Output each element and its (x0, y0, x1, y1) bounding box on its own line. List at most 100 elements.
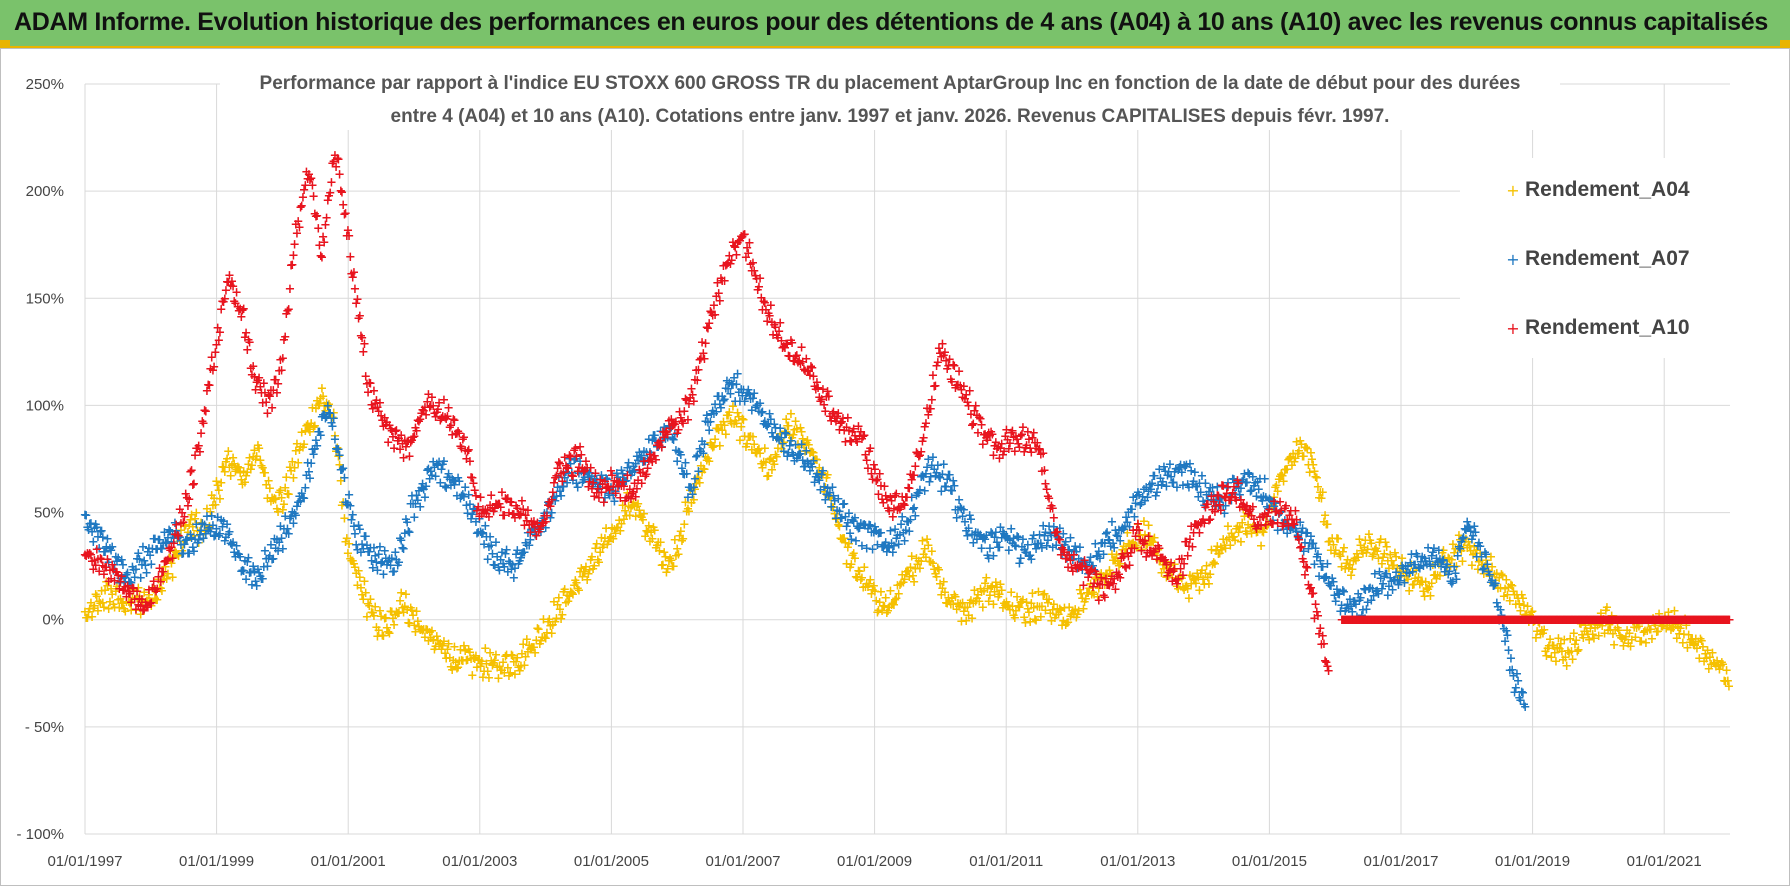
x-tick-label: 01/01/2019 (1495, 853, 1570, 870)
data-point-rendement-a04: + (270, 493, 281, 508)
data-point-rendement-a04: + (424, 626, 435, 641)
data-point-rendement-a04: + (1342, 553, 1353, 568)
data-point-rendement-a04: + (1192, 566, 1203, 581)
data-point-rendement-a04: + (597, 540, 608, 555)
data-point-rendement-a04: + (1193, 571, 1204, 586)
data-point-rendement-a04: + (172, 548, 183, 563)
data-point-rendement-a07: + (378, 568, 389, 583)
data-point-rendement-a07: + (91, 521, 102, 536)
data-point-rendement-a04: + (1433, 557, 1444, 572)
data-point-rendement-a04: + (1000, 598, 1011, 613)
data-point-rendement-a04: + (1308, 458, 1319, 473)
data-point-rendement-a07: + (365, 541, 376, 556)
data-point-rendement-a04: + (652, 538, 663, 553)
data-point-rendement-a07: + (732, 367, 743, 382)
data-point-rendement-a04: + (392, 607, 403, 622)
data-point-rendement-a04: + (326, 411, 337, 426)
data-point-rendement-a04: + (302, 417, 313, 432)
data-point-rendement-a07: + (448, 473, 459, 488)
data-point-rendement-a04: + (383, 625, 394, 640)
data-point-rendement-a04: + (1326, 543, 1337, 558)
data-point-rendement-a04: + (495, 664, 506, 679)
data-point-rendement-a04: + (1586, 617, 1597, 632)
data-point-rendement-a07: + (148, 532, 159, 547)
data-point-rendement-a07: + (212, 511, 223, 526)
data-point-rendement-a04: + (982, 582, 993, 597)
data-point-rendement-a04: + (305, 425, 316, 440)
data-point-rendement-a07: + (245, 565, 256, 580)
data-point-rendement-a07: + (406, 489, 417, 504)
data-point-rendement-a07: + (405, 497, 416, 512)
data-point-rendement-a04: + (109, 601, 120, 616)
data-point-rendement-a04: + (1680, 612, 1691, 627)
data-point-rendement-a04: + (1237, 516, 1248, 531)
data-point-rendement-a04: + (1474, 555, 1485, 570)
data-point-rendement-a04: + (1046, 614, 1057, 629)
data-point-rendement-a07: + (721, 374, 732, 389)
data-point-rendement-a04: + (736, 420, 747, 435)
data-point-rendement-a10: + (1038, 446, 1049, 461)
data-point-rendement-a07: + (552, 481, 563, 496)
data-point-rendement-a07: + (361, 539, 372, 554)
data-point-rendement-a04: + (1714, 662, 1725, 677)
data-point-rendement-a07: + (89, 521, 100, 536)
data-point-rendement-a04: + (765, 452, 776, 467)
data-point-rendement-a07: + (135, 571, 146, 586)
data-point-rendement-a04: + (999, 596, 1010, 611)
data-point-rendement-a07: + (540, 521, 551, 536)
data-point-rendement-a07: + (692, 449, 703, 464)
data-point-rendement-a04: + (1286, 459, 1297, 474)
data-point-rendement-a04: + (755, 446, 766, 461)
data-point-rendement-a04: + (1588, 632, 1599, 647)
data-point-rendement-a04: + (1572, 645, 1583, 660)
data-point-rendement-a04: + (1542, 641, 1553, 656)
data-point-rendement-a07: + (228, 536, 239, 551)
data-point-rendement-a04: + (1275, 470, 1286, 485)
data-point-rendement-a04: + (231, 462, 242, 477)
data-point-rendement-a04: + (393, 606, 404, 621)
data-point-rendement-a04: + (1109, 553, 1120, 568)
data-point-rendement-a04: + (1488, 577, 1499, 592)
data-point-rendement-a04: + (1304, 465, 1315, 480)
data-point-rendement-a07: + (703, 416, 714, 431)
data-point-rendement-a04: + (1335, 550, 1346, 565)
data-point-rendement-a07: + (740, 389, 751, 404)
data-point-rendement-a04: + (472, 661, 483, 676)
data-point-rendement-a07: + (627, 465, 638, 480)
data-point-rendement-a04: + (956, 614, 967, 629)
data-point-rendement-a04: + (1630, 631, 1641, 646)
data-point-rendement-a04: + (1110, 554, 1121, 569)
data-point-rendement-a04: + (217, 460, 228, 475)
data-point-rendement-a04: + (591, 537, 602, 552)
data-point-rendement-a04: + (1453, 528, 1464, 543)
data-point-rendement-a04: + (986, 581, 997, 596)
data-point-rendement-a04: + (1508, 585, 1519, 600)
data-point-rendement-a10: + (209, 360, 220, 375)
data-point-rendement-a04: + (358, 593, 369, 608)
data-point-rendement-a04: + (489, 653, 500, 668)
data-point-rendement-a10: + (964, 384, 975, 399)
data-point-rendement-a07: + (161, 536, 172, 551)
data-point-rendement-a07: + (132, 552, 143, 567)
data-point-rendement-a04: + (327, 410, 338, 425)
legend-label-a04: Rendement_A04 (1525, 178, 1690, 201)
data-point-rendement-a04: + (1554, 642, 1565, 657)
data-point-rendement-a04: + (636, 511, 647, 526)
data-point-rendement-a04: + (189, 529, 200, 544)
data-point-rendement-a04: + (630, 510, 641, 525)
data-point-rendement-a04: + (492, 661, 503, 676)
data-point-rendement-a10: + (719, 274, 730, 289)
data-point-rendement-a04: + (573, 584, 584, 599)
data-point-rendement-a04: + (1472, 563, 1483, 578)
data-point-rendement-a04: + (183, 525, 194, 540)
data-point-rendement-a10: + (204, 378, 215, 393)
data-point-rendement-a04: + (979, 584, 990, 599)
data-point-rendement-a04: + (813, 467, 824, 482)
data-point-rendement-a04: + (199, 525, 210, 540)
data-point-rendement-a04: + (160, 560, 171, 575)
data-point-rendement-a07: + (491, 536, 502, 551)
data-point-rendement-a04: + (186, 508, 197, 523)
data-point-rendement-a04: + (893, 587, 904, 602)
data-point-rendement-a04: + (1161, 571, 1172, 586)
data-point-rendement-a07: + (345, 499, 356, 514)
